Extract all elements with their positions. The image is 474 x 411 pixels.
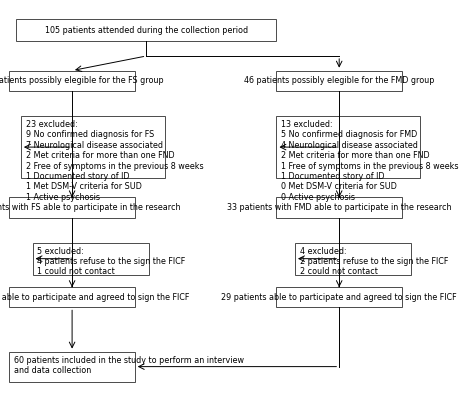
FancyBboxPatch shape — [9, 351, 135, 382]
FancyBboxPatch shape — [276, 197, 402, 217]
Text: 5 excluded:
4 patients refuse to the sign the FICF
1 could not contact: 5 excluded: 4 patients refuse to the sig… — [37, 247, 185, 276]
FancyBboxPatch shape — [9, 287, 135, 307]
Text: 60 patients included in the study to perform an interview
and data collection: 60 patients included in the study to per… — [14, 356, 244, 375]
Text: 36 patients with FS able to participate in the research: 36 patients with FS able to participate … — [0, 203, 180, 212]
FancyBboxPatch shape — [21, 116, 165, 178]
FancyBboxPatch shape — [276, 287, 402, 307]
Text: 59 patients possibly elegible for the FS group: 59 patients possibly elegible for the FS… — [0, 76, 164, 85]
Text: 4 excluded:
2 patients refuse to the sign the FICF
2 could not contact: 4 excluded: 2 patients refuse to the sig… — [300, 247, 448, 276]
Text: 13 excluded:
5 No confirmed diagnosis for FMD
4 Neurological disease associated
: 13 excluded: 5 No confirmed diagnosis fo… — [281, 120, 459, 202]
FancyBboxPatch shape — [276, 116, 420, 178]
Text: 23 excluded:
9 No confirmed diagnosis for FS
7 Neurological disease associated
2: 23 excluded: 9 No confirmed diagnosis fo… — [26, 120, 203, 202]
FancyBboxPatch shape — [33, 242, 149, 275]
FancyBboxPatch shape — [276, 71, 402, 91]
FancyBboxPatch shape — [9, 71, 135, 91]
FancyBboxPatch shape — [295, 242, 411, 275]
Text: 105 patients attended during the collection period: 105 patients attended during the collect… — [45, 26, 248, 35]
Text: 29 patients able to participate and agreed to sign the FICF: 29 patients able to participate and agre… — [221, 293, 457, 302]
Text: 31 patients able to participate and agreed to sign the FICF: 31 patients able to participate and agre… — [0, 293, 190, 302]
Text: 33 patients with FMD able to participate in the research: 33 patients with FMD able to participate… — [227, 203, 451, 212]
FancyBboxPatch shape — [9, 197, 135, 217]
FancyBboxPatch shape — [16, 19, 276, 42]
Text: 46 patients possibly elegible for the FMD group: 46 patients possibly elegible for the FM… — [244, 76, 434, 85]
